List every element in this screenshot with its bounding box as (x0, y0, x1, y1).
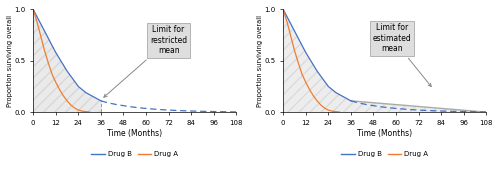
Y-axis label: Proportion surviving overall: Proportion surviving overall (7, 15, 13, 107)
Polygon shape (283, 9, 486, 112)
Y-axis label: Proportion surviving overall: Proportion surviving overall (257, 15, 263, 107)
X-axis label: Time (Months): Time (Months) (107, 129, 162, 138)
Legend: Drug B, Drug A: Drug B, Drug A (88, 149, 181, 160)
Text: Limit for
estimated
mean: Limit for estimated mean (373, 23, 431, 86)
Polygon shape (33, 9, 101, 112)
X-axis label: Time (Months): Time (Months) (357, 129, 412, 138)
Text: Limit for
restricted
mean: Limit for restricted mean (104, 25, 187, 97)
Legend: Drug B, Drug A: Drug B, Drug A (338, 149, 431, 160)
